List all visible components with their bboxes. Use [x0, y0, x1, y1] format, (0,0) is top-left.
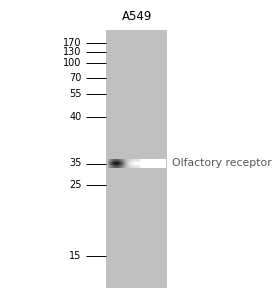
Bar: [108, 159, 140, 160]
Text: 170: 170: [63, 38, 81, 48]
Bar: [106, 30, 167, 288]
Bar: [108, 160, 140, 161]
Text: 40: 40: [69, 112, 81, 122]
Text: 100: 100: [63, 58, 81, 68]
Bar: [108, 160, 140, 161]
Text: A549: A549: [121, 10, 152, 22]
Bar: [108, 166, 140, 167]
Bar: [108, 163, 140, 164]
Text: 70: 70: [69, 73, 81, 83]
Bar: [108, 162, 140, 163]
Text: 35: 35: [69, 158, 81, 169]
Bar: [108, 167, 140, 168]
Text: 15: 15: [69, 250, 81, 261]
Text: 25: 25: [69, 180, 81, 190]
Text: 130: 130: [63, 46, 81, 57]
Text: 55: 55: [69, 89, 81, 100]
Text: Olfactory receptor 5B12: Olfactory receptor 5B12: [172, 158, 276, 169]
Bar: [108, 165, 140, 166]
Bar: [108, 164, 140, 165]
Bar: [108, 161, 140, 162]
